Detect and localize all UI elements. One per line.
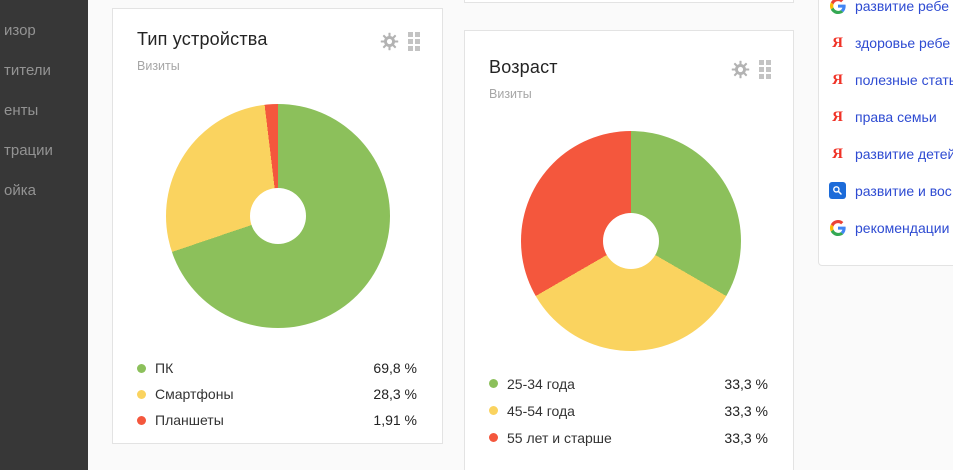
legend-dot-tablets — [137, 415, 146, 425]
search-icon — [829, 182, 846, 199]
legend-dot-55-plus — [489, 433, 498, 442]
legend-row: ПК 69,8 % — [137, 355, 417, 381]
query-link[interactable]: рекомендации — [829, 209, 953, 246]
google-icon — [829, 0, 846, 14]
query-link[interactable]: Я полезные стать — [829, 61, 953, 98]
legend-row: 25-34 года 33,3 % — [489, 370, 768, 397]
sidebar: изор тители енты трации ойка — [0, 0, 88, 470]
card-above-remnant — [464, 0, 794, 3]
query-link-label: развитие и вос — [855, 182, 952, 199]
legend-value: 33,3 % — [724, 429, 768, 446]
drag-handle-icon[interactable] — [759, 60, 771, 79]
google-icon — [829, 219, 846, 236]
sidebar-item-overview[interactable]: изор — [4, 22, 36, 39]
widget-metric-label: Визиты — [137, 59, 180, 73]
query-link-label: здоровье ребе — [855, 34, 951, 51]
legend-row: 45-54 года 33,3 % — [489, 397, 768, 424]
legend-dot-smartphones — [137, 389, 146, 399]
yandex-icon: Я — [832, 34, 843, 51]
query-link-label: права семьи — [855, 108, 937, 125]
widget-header: Возраст Визиты — [489, 57, 771, 101]
yandex-icon: Я — [832, 145, 843, 162]
age-donut-chart[interactable] — [521, 131, 741, 351]
sidebar-item-segments[interactable]: енты — [4, 102, 39, 119]
legend-label: 45-54 года — [507, 402, 575, 419]
legend-value: 28,3 % — [373, 386, 417, 402]
legend-value: 33,3 % — [724, 375, 768, 392]
sidebar-item-settings[interactable]: ойка — [4, 182, 36, 199]
drag-handle-icon[interactable] — [408, 32, 420, 51]
yandex-icon: Я — [832, 71, 843, 88]
widget-metric-label: Визиты — [489, 87, 532, 101]
legend-label: Смартфоны — [155, 386, 234, 402]
device-type-legend: ПК 69,8 % Смартфоны 28,3 % Планшеты 1,91… — [137, 355, 417, 433]
query-link[interactable]: развитие и вос — [829, 172, 953, 209]
sidebar-item-visitors[interactable]: тители — [4, 62, 51, 79]
yandex-icon: Я — [832, 108, 843, 125]
query-link-label: развитие детей — [855, 145, 953, 162]
query-link[interactable]: Я здоровье ребе — [829, 24, 953, 61]
query-link[interactable]: развитие ребе — [829, 0, 953, 24]
age-legend: 25-34 года 33,3 % 45-54 года 33,3 % 55 л… — [489, 370, 768, 451]
legend-value: 1,91 % — [373, 412, 417, 428]
legend-dot-pc — [137, 363, 146, 373]
gear-icon[interactable] — [731, 60, 750, 79]
legend-row: Планшеты 1,91 % — [137, 407, 417, 433]
widget-header: Тип устройства Визиты — [137, 29, 420, 73]
widget-title: Тип устройства — [137, 29, 268, 49]
legend-value: 69,8 % — [373, 360, 417, 376]
legend-dot-25-34 — [489, 379, 498, 388]
legend-label: 55 лет и старше — [507, 429, 612, 446]
legend-row: 55 лет и старше 33,3 % — [489, 424, 768, 451]
legend-value: 33,3 % — [724, 402, 768, 419]
device-type-donut-chart[interactable] — [166, 104, 390, 328]
legend-label: 25-34 года — [507, 375, 575, 392]
query-link[interactable]: Я развитие детей — [829, 135, 953, 172]
sidebar-item-integrations[interactable]: трации — [4, 142, 53, 159]
query-link-label: развитие ребе — [855, 0, 950, 14]
query-link[interactable]: Я права семьи — [829, 98, 953, 135]
widget-card-device-type: Тип устройства Визиты — [112, 8, 443, 444]
legend-label: Планшеты — [155, 412, 224, 428]
legend-row: Смартфоны 28,3 % — [137, 381, 417, 407]
gear-icon[interactable] — [380, 32, 399, 51]
search-queries-panel: развитие ребе Я здоровье ребе Я полезные… — [818, 0, 953, 266]
widget-card-age: Возраст Визиты — [464, 30, 794, 470]
legend-label: ПК — [155, 360, 174, 376]
query-link-label: рекомендации — [855, 219, 950, 236]
legend-dot-45-54 — [489, 406, 498, 415]
widget-title: Возраст — [489, 57, 558, 77]
query-link-label: полезные стать — [855, 71, 953, 88]
